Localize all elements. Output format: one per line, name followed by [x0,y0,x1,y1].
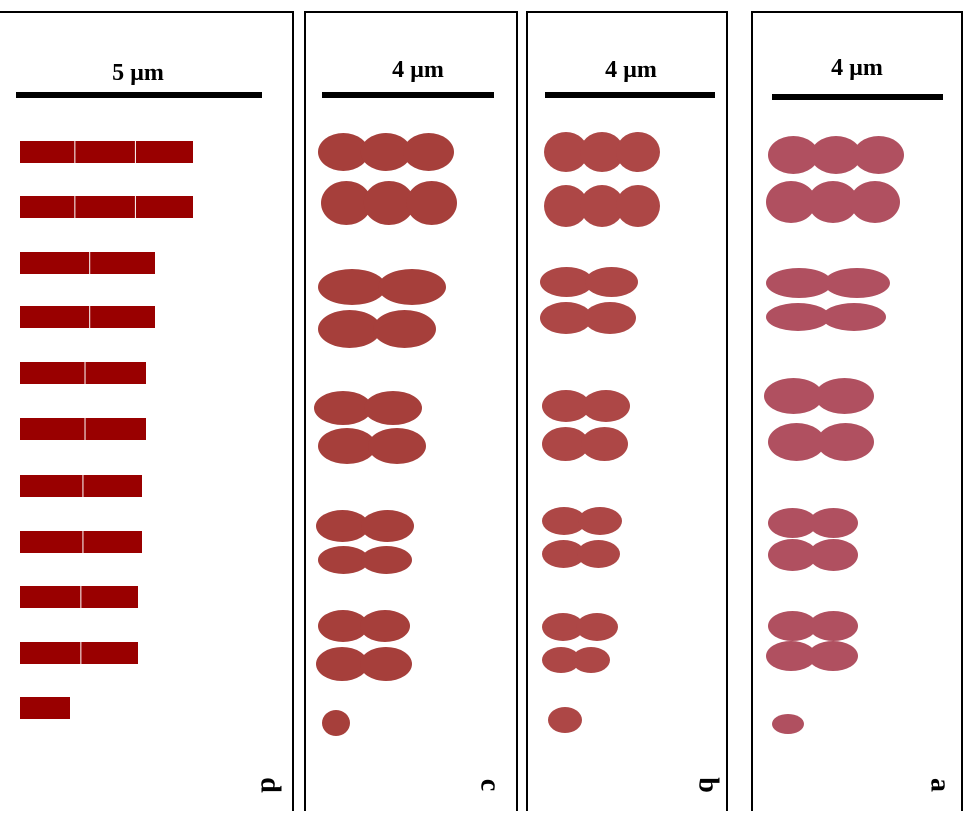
chromosome-lobe [824,268,890,298]
scale-text: 4 µm [831,55,883,81]
chromosome-lobe [406,181,457,225]
ideogram-segment [20,141,74,163]
ideogram-segment [81,586,138,608]
chromosome-lobe [318,310,381,348]
chromosome-lobe [318,269,386,305]
ideogram-segment [83,475,142,497]
ideogram-segment [20,362,85,384]
ideogram-segment [20,252,89,274]
ideogram-segment [20,196,74,218]
chromosome-lobe [378,269,446,305]
ideogram-segment [20,531,82,553]
chromosome-lobe [322,710,350,736]
panel-frame [0,12,293,811]
chromosome-lobe [764,378,823,414]
chromosome-lobe [576,613,618,641]
scale-text: 4 µm [392,57,444,83]
chromosome-lobe [361,546,412,574]
scale-text: 5 µm [112,60,164,86]
chromosome-lobe [850,181,900,223]
ideogram-segment [86,362,146,384]
ideogram-segment [136,141,193,163]
chromosome-lobe [585,267,638,297]
chromosome-lobe [809,611,858,641]
ideogram-segment [83,531,142,553]
chromosome-lobe [809,508,858,538]
panel-label: a [925,778,956,792]
chromosome-lobe [318,428,376,464]
ideogram-segment [75,196,135,218]
chromosome-lobe [373,310,436,348]
chromosome-lobe [364,391,422,425]
scale-text: 4 µm [605,57,657,83]
chromosome-lobe [768,423,825,461]
chromosome-lobe [548,707,582,733]
ideogram-segment [20,306,89,328]
chromosome-lobe [853,136,904,174]
chromosome-lobe [368,428,426,464]
panel-label: c [475,779,506,791]
ideogram-segment [20,586,80,608]
ideogram-segment [20,418,85,440]
chromosome-lobe [578,507,622,535]
ideogram-segment [81,642,138,664]
chromosome-lobe [582,390,630,422]
chromosome-lobe [817,423,874,461]
chromosome-lobe [360,647,412,681]
ideogram-segment [136,196,193,218]
ideogram-segment [86,418,146,440]
chromosome-lobe [403,133,454,171]
ideogram-segment [75,141,135,163]
chromosome-lobe [766,303,830,331]
ideogram-segment [90,252,155,274]
chromosome-lobe [314,391,372,425]
ideogram-segment [20,697,70,719]
chromosome-lobe [360,610,410,642]
panel-label: b [693,777,724,793]
chromosome-lobe [809,539,858,571]
figure: 5 µm 4 µm 4 µm 4 µm d c b a [0,0,974,811]
chromosome-lobe [584,302,636,334]
chromosome-lobe [815,378,874,414]
ideogram-segment [90,306,155,328]
chromosome-lobe [581,427,628,461]
ideogram-segment [20,642,80,664]
chromosome-lobe [822,303,886,331]
chromosomes [20,132,904,736]
chromosome-lobe [361,510,414,542]
chromosome-lobe [577,540,620,568]
panel-label: d [255,777,286,793]
chromosome-lobe [766,268,832,298]
chromosome-lobe [808,641,858,671]
chromosome-lobe [616,132,660,172]
chromosome-lobe [616,185,660,227]
chromosome-lobe [772,714,804,734]
chromosome-lobe [572,647,610,673]
ideogram-segment [20,475,82,497]
